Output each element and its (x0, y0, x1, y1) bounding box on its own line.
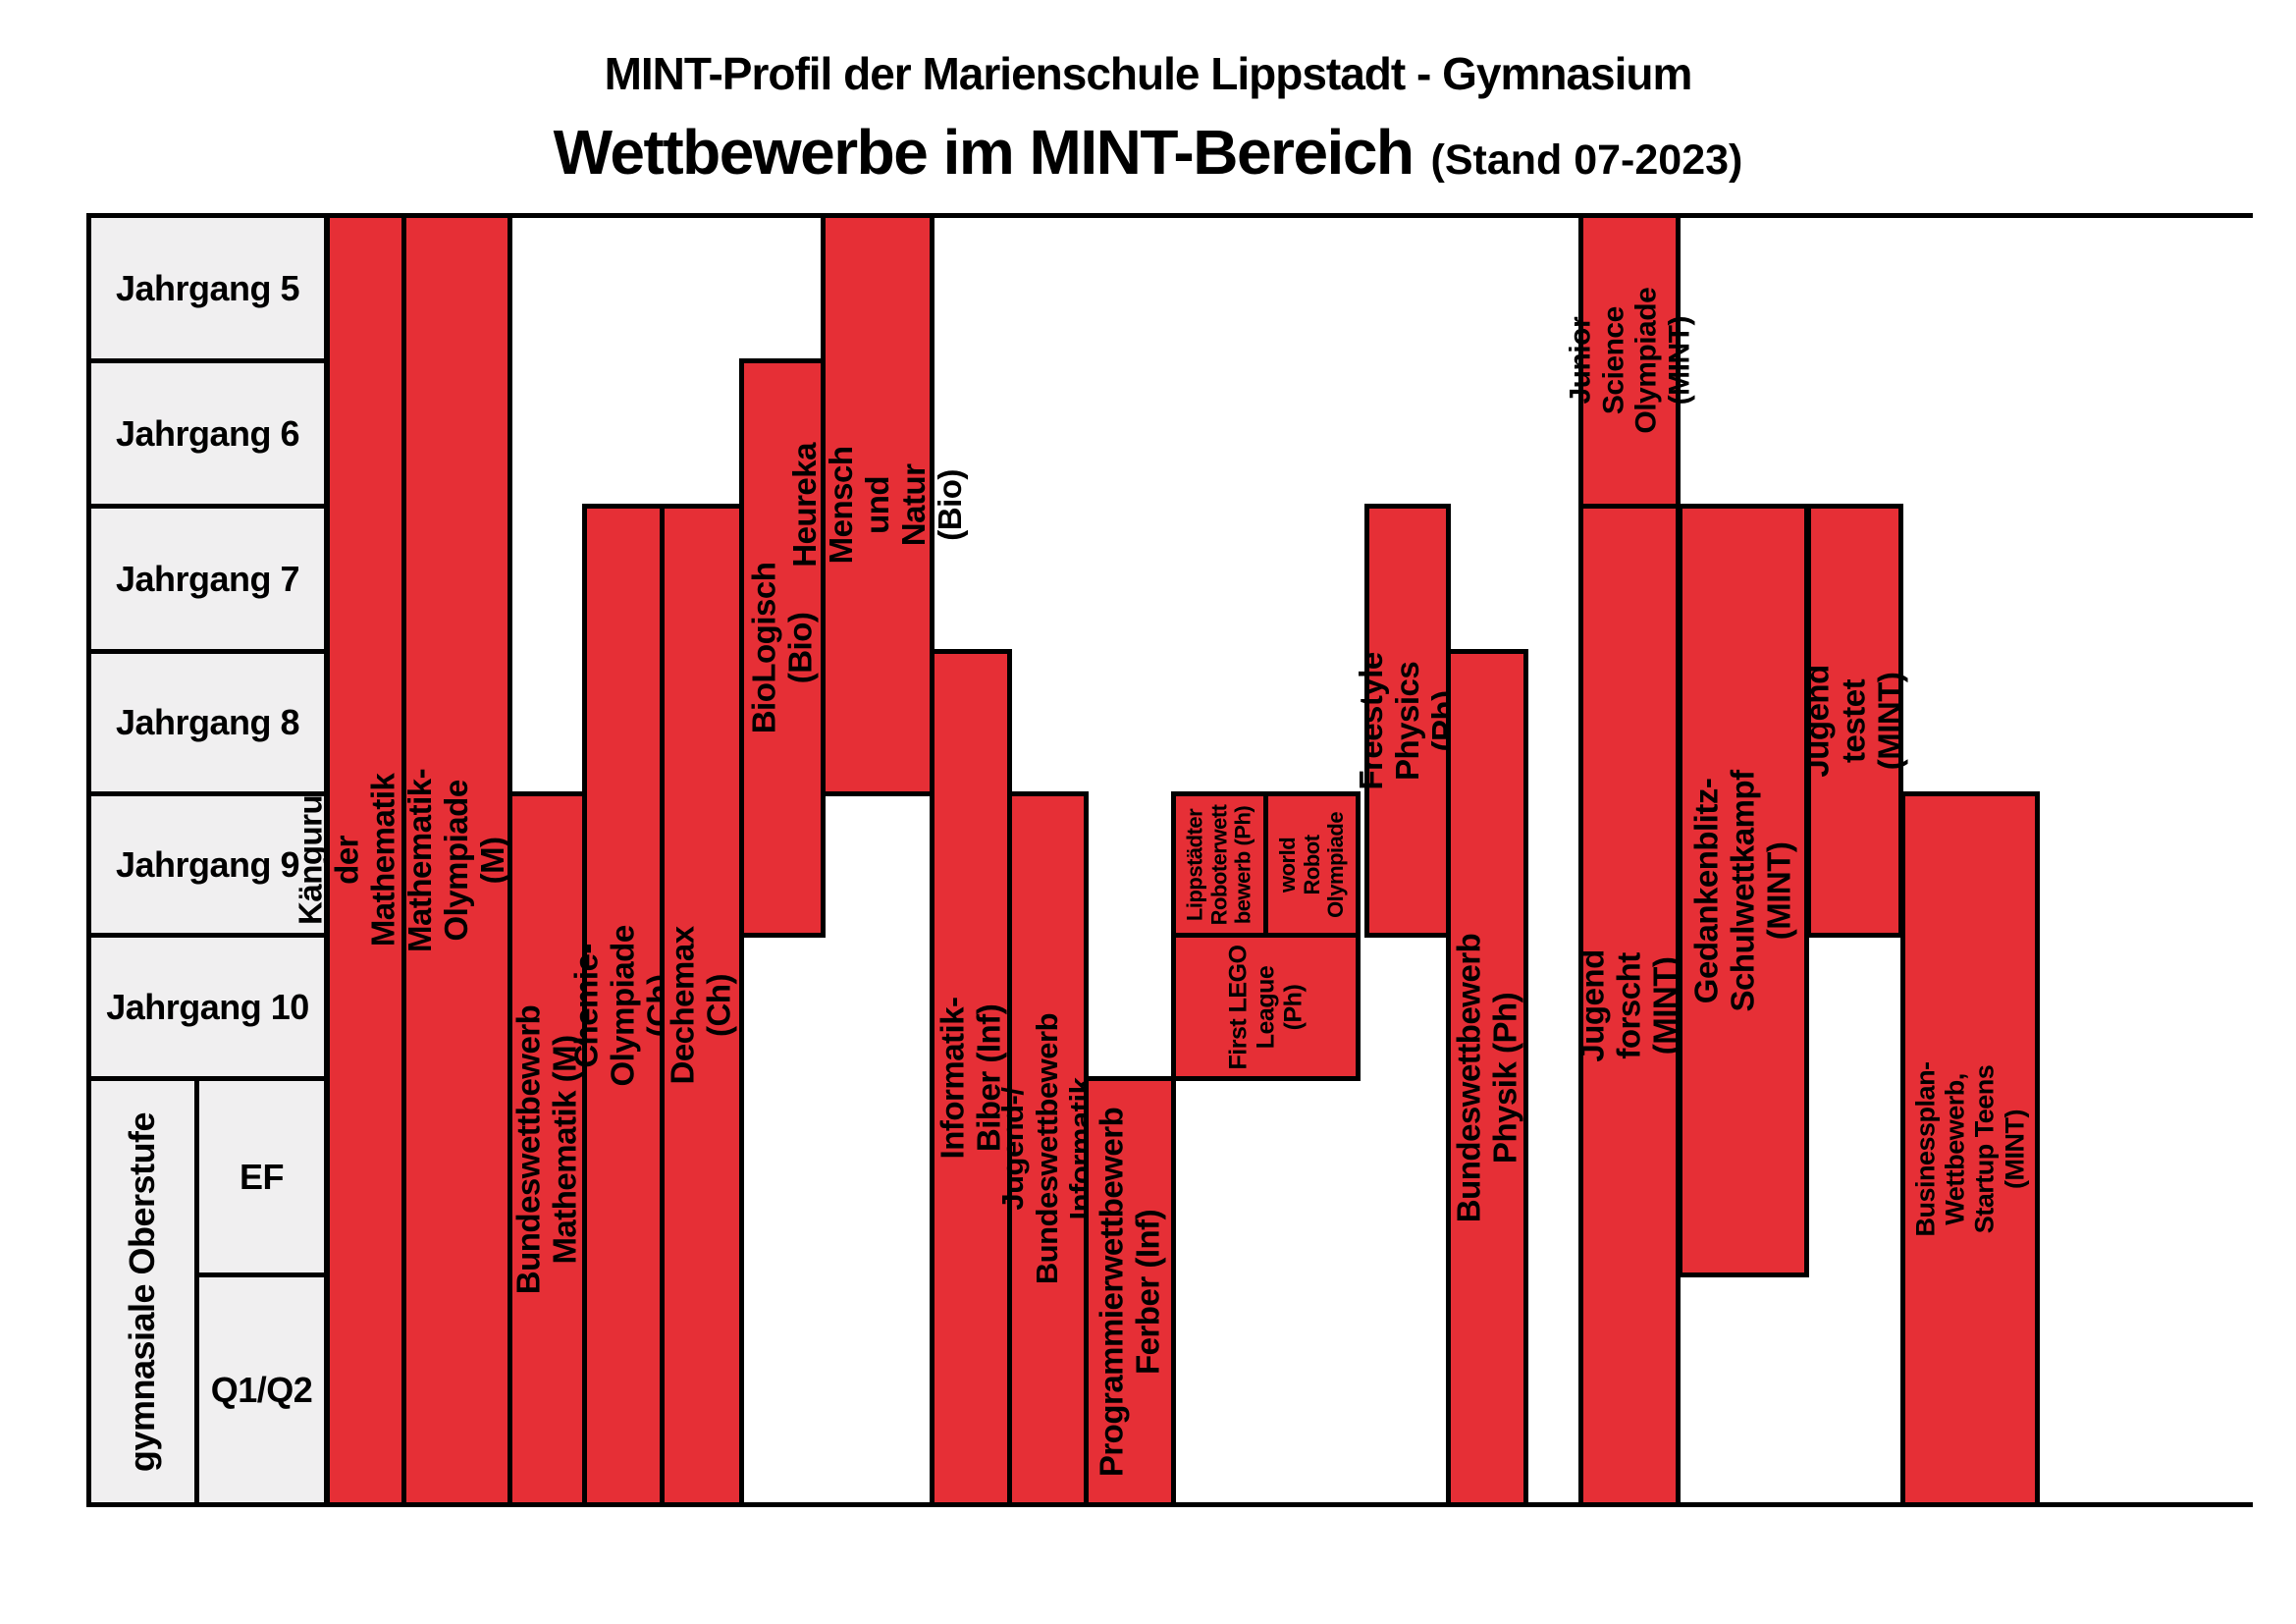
bar-label: world Robot Olympiade (1274, 811, 1348, 918)
row-label-j5: Jahrgang 5 (86, 213, 329, 363)
bar-label: Heureka Mensch und Natur (Bio) (785, 442, 968, 568)
bar-jugend-testet: Jugend testet (MINT) (1799, 504, 1908, 938)
row-label-j7: Jahrgang 7 (86, 504, 329, 654)
bar-label: Businessplan-Wettbewerb, Startup Teens (… (1910, 1061, 2030, 1237)
bar-jugend-bundeswettbewerb-informatik: Jugend-/ Bundeswettbewerb Informatik (995, 791, 1098, 1507)
bar-chemie-olympiade: Chemie-Olympiade (Ch) (568, 504, 676, 1507)
bar-label: First LEGO League (Ph) (1224, 945, 1308, 1069)
grid-top-border (86, 213, 2253, 218)
bar-lippstaedter-roboterwettbewerb: Lippstädter Roboterwett bewerb (Ph) (1171, 791, 1268, 938)
bar-label: Bundeswettbewerb Physik (Ph) (1450, 933, 1523, 1223)
bar-businessplan-wettbewerb: Businessplan-Wettbewerb, Startup Teens (… (1900, 791, 2040, 1507)
bar-bundeswettbewerb-mathematik: Bundeswettbewerb Mathematik (M) (507, 791, 587, 1507)
page-subtitle-row: Wettbewerbe im MINT-Bereich (Stand 07-20… (0, 116, 2296, 189)
bar-bundeswettbewerb-physik: Bundeswettbewerb Physik (Ph) (1446, 649, 1528, 1507)
bar-junior-science-olympiade: Junior Science Olympiade (MINT) (1564, 213, 1695, 509)
oberstufe-label-text: gymnasiale Oberstufe (122, 1111, 163, 1472)
subtitle-stand-note: (Stand 07-2023) (1430, 136, 1743, 184)
bar-label: BioLogisch (Bio) (745, 562, 819, 734)
bar-mathematik-olympiade: Mathematik-Olympiade (M) (401, 213, 512, 1507)
row-group-label-oberstufe: gymnasiale Oberstufe (86, 1076, 199, 1507)
page-subtitle: Wettbewerbe im MINT-Bereich (553, 117, 1415, 188)
bar-gedankenblitz-schulwettkampf: Gedankenblitz-Schulwettkampf (MINT) (1678, 504, 1809, 1277)
bar-label: Jugend testet (MINT) (1799, 664, 1908, 778)
bar-label: Gedankenblitz-Schulwettkampf (MINT) (1687, 769, 1797, 1012)
bar-programmierwettbewerb-ferber: Programmierwettbewerb Ferber (Inf) (1084, 1076, 1176, 1507)
bar-label: Mathematik-Olympiade (M) (401, 768, 510, 952)
row-label-q1q2: Q1/Q2 (194, 1272, 329, 1507)
bar-freestyle-physics: Freestyle Physics (Ph) (1353, 504, 1461, 938)
bar-heureka-mensch-und-natur: Heureka Mensch und Natur (Bio) (786, 213, 967, 796)
bar-label: Junior Science Olympiade (MINT) (1563, 288, 1695, 434)
page-title: MINT-Profil der Marienschule Lippstadt -… (604, 48, 1693, 99)
bar-dechemax: Dechemax (Ch) (660, 504, 744, 1507)
bar-label: Programmierwettbewerb Ferber (Inf) (1093, 1107, 1166, 1477)
bar-world-robot-olympiade: world Robot Olympiade (1263, 791, 1361, 938)
bar-kaenguru-der-mathematik: Känguru der Mathematik (M) (293, 213, 437, 1507)
bar-label: Jugend forscht (MINT) (1574, 948, 1683, 1062)
bar-label: Lippstädter Roboterwett bewerb (Ph) (1182, 804, 1255, 925)
bar-label: Dechemax (Ch) (665, 926, 738, 1085)
row-label-ef: EF (194, 1076, 329, 1277)
row-label-j6: Jahrgang 6 (86, 358, 329, 509)
bar-first-lego-league: First LEGO League (Ph) (1171, 933, 1361, 1081)
bar-jugend-forscht: Jugend forscht (MINT) (1574, 504, 1683, 1507)
row-label-j10: Jahrgang 10 (86, 933, 329, 1081)
